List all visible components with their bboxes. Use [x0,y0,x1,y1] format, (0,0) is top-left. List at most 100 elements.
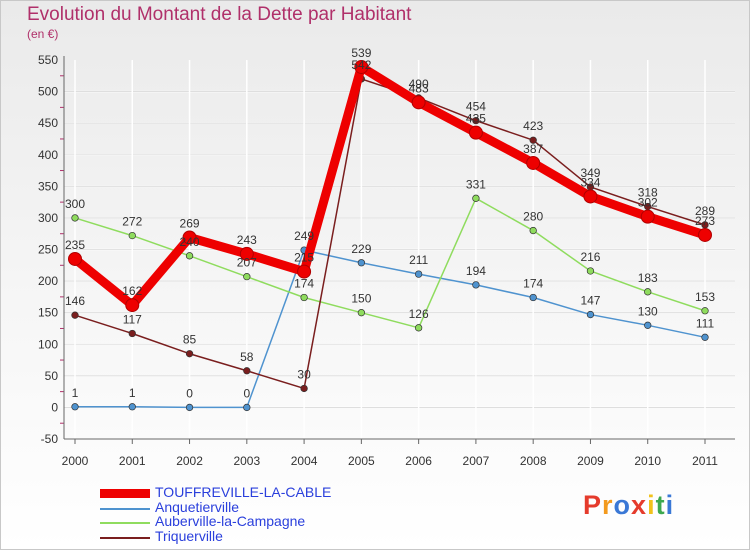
data-label: 30 [297,367,311,381]
x-tick-label: 2000 [62,454,89,468]
data-label: 146 [65,294,85,308]
legend-swatch [100,489,150,498]
data-label: 243 [237,233,257,247]
chart-subtitle: (en €) [27,27,59,41]
data-label: 269 [180,216,200,230]
legend-swatch [100,536,150,539]
series-line-0 [70,62,710,310]
data-label: 235 [65,238,85,252]
data-label: 126 [409,307,429,321]
x-tick-label: 2006 [405,454,432,468]
data-label: 542 [351,58,371,72]
data-label: 483 [409,81,429,95]
legend-label: Anquetierville [155,498,240,515]
data-point [71,214,79,222]
data-point [239,246,254,261]
y-tick-label: 0 [51,400,58,414]
data-point [414,270,423,278]
data-point [529,293,537,302]
data-point [68,251,82,266]
data-label: 207 [237,256,257,270]
data-point [529,226,537,235]
data-label: 130 [638,304,658,318]
legend-item: Anquetierville [100,498,400,516]
data-point [414,324,423,332]
data-label: 349 [580,166,600,180]
data-label: 0 [186,386,193,400]
legend-label: TOUFFREVILLE-LA-CABLE [155,484,332,500]
legend-item: Auberville-la-Campagne [100,513,400,530]
logo-letter: x [631,490,648,520]
legend-item: Triquerville [100,527,400,545]
data-label: 331 [466,177,486,191]
legend-label: Auberville-la-Campagne [155,513,306,529]
x-tick-label: 2007 [463,454,490,468]
data-point [357,259,366,267]
data-label: 272 [122,215,142,229]
y-tick-label: 250 [38,243,58,257]
data-point [128,403,136,411]
legend-swatch [100,522,150,524]
data-point [644,321,652,329]
logo-letter: i [665,490,675,520]
x-tick-label: 2005 [348,454,375,468]
data-point [640,209,655,224]
y-tick-label: 100 [38,337,58,351]
data-point [243,273,251,281]
data-point [128,231,136,240]
data-point [182,230,197,245]
data-point [701,307,709,315]
data-label: 423 [523,119,543,133]
data-label: 153 [695,290,715,304]
y-tick-label: 350 [38,179,58,193]
data-label: 194 [466,264,486,278]
data-point [300,384,308,393]
data-label: 1 [72,386,79,400]
data-label: 1 [129,386,136,400]
series-line-3 [74,78,706,390]
y-tick-label: 150 [38,306,58,320]
data-label: 334 [580,175,600,189]
data-point [71,311,79,319]
data-point [583,189,598,204]
logo-letter: r [602,490,614,520]
x-tick-label: 2008 [520,454,547,468]
y-tick-label: -50 [41,432,59,446]
x-tick-label: 2009 [577,454,604,468]
data-point [71,403,79,411]
x-tick-label: 2011 [692,454,718,468]
data-label: 162 [122,284,142,298]
series-line-1 [74,249,706,409]
data-point [128,329,136,338]
data-label: 58 [240,350,254,364]
data-point [472,194,480,202]
data-label: 0 [243,386,250,400]
data-label: 147 [580,294,600,308]
data-point [243,403,251,412]
x-tick-label: 2002 [176,454,203,468]
y-tick-label: 500 [38,85,58,99]
data-point [300,293,308,302]
data-point [357,309,366,317]
data-label: 302 [638,196,658,210]
data-point [472,116,480,125]
logo-letter: t [655,490,666,520]
y-tick-label: 400 [38,148,58,162]
y-tick-label: 550 [38,53,58,67]
data-point [701,333,709,341]
data-point [586,267,595,275]
data-point [185,403,194,412]
data-label: 318 [638,186,658,200]
legend-label: Triquerville [155,527,223,544]
data-label: 216 [580,250,600,264]
data-label: 249 [294,229,314,243]
logo-letter: o [613,490,632,520]
data-point [698,227,712,242]
data-label: 150 [351,292,371,306]
data-label: 273 [695,214,715,228]
y-tick-label: 300 [38,211,58,225]
data-label: 85 [183,333,197,347]
x-tick-label: 2001 [119,454,146,468]
data-label: 454 [466,100,486,114]
